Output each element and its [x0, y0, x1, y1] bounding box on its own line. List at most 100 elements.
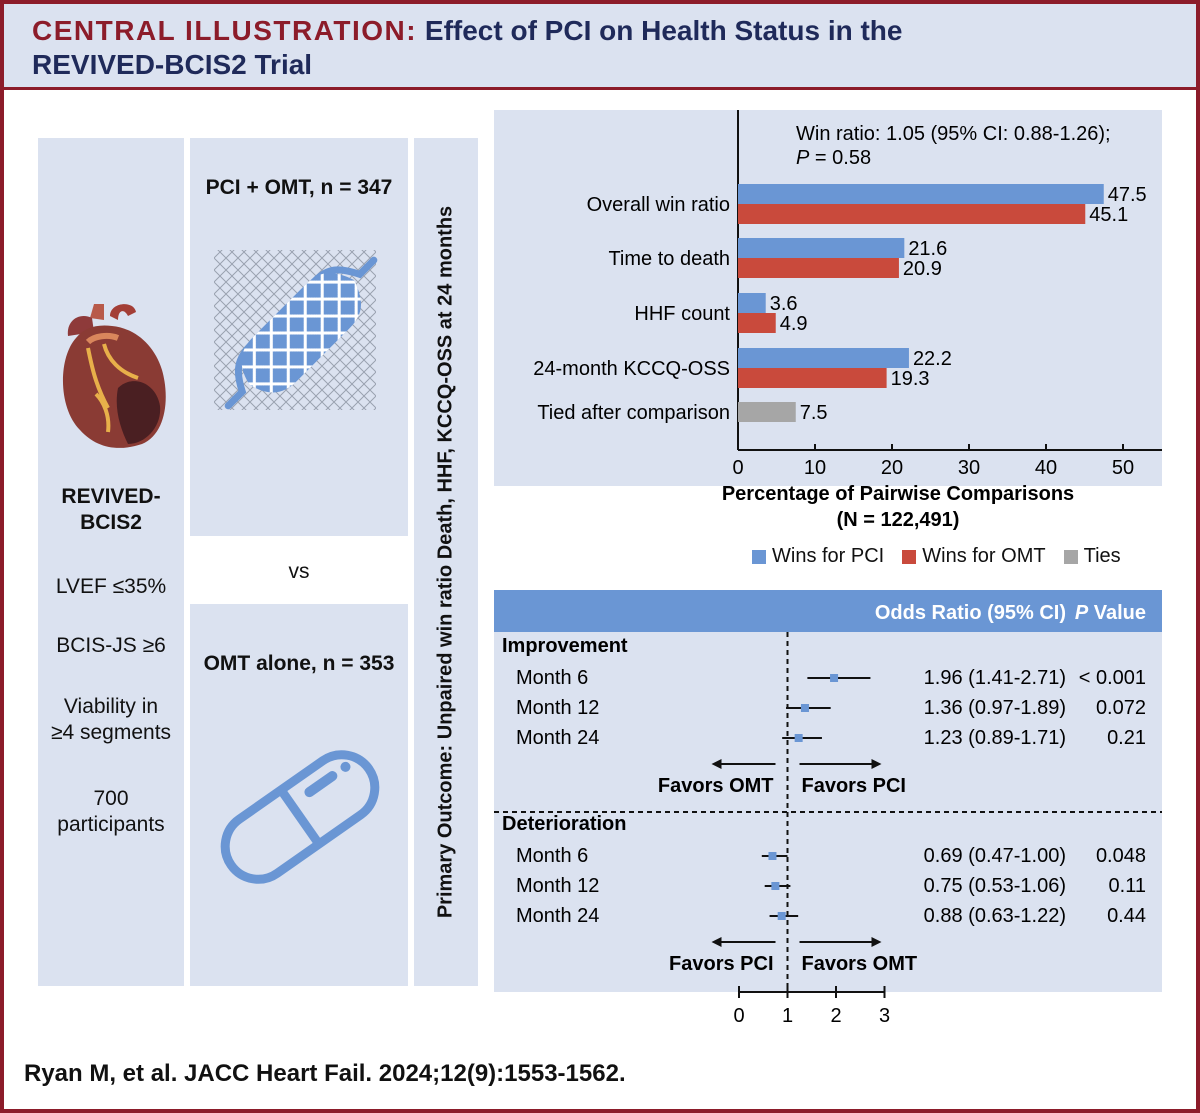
bar-value-label: 20.9	[903, 258, 942, 280]
bar-value-label: 3.6	[770, 293, 798, 315]
p-value: 0.048	[1096, 845, 1146, 867]
bar	[738, 293, 766, 313]
row-label: Month 12	[516, 697, 599, 719]
trial-panel	[38, 138, 184, 986]
favors-left-label: Favors OMT	[658, 775, 774, 797]
heart-icon	[62, 304, 166, 448]
favors-left-label: Favors PCI	[669, 953, 773, 975]
bar	[738, 348, 909, 368]
bar-value-label: 19.3	[891, 368, 930, 390]
x-tick-label: 0	[732, 457, 743, 479]
forest-x-tick-label: 1	[782, 1005, 793, 1027]
bar-value-label: 4.9	[780, 313, 808, 335]
category-label: Time to death	[608, 248, 730, 270]
pill-icon	[220, 750, 380, 884]
title-line-1: CENTRAL ILLUSTRATION: Effect of PCI on H…	[32, 14, 1168, 48]
forest-x-tick-label: 2	[830, 1005, 841, 1027]
citation: Ryan M, et al. JACC Heart Fail. 2024;12(…	[24, 1060, 626, 1087]
row-label: Month 24	[516, 905, 599, 927]
point-estimate	[794, 734, 803, 742]
win-ratio-bar-chart: Win ratio: 1.05 (95% CI: 0.88-1.26); P =…	[533, 110, 1162, 531]
win-ratio-p-annotation: P = 0.58	[796, 147, 871, 169]
or-value: 1.36 (0.97-1.89)	[924, 697, 1066, 719]
x-tick-label: 30	[958, 457, 980, 479]
favors-right-label: Favors PCI	[802, 775, 906, 797]
category-label: Tied after comparison	[537, 402, 730, 424]
bar-value-label: 21.6	[908, 238, 947, 260]
point-estimate	[830, 674, 839, 682]
primary-outcome-label: Primary Outcome: Unpaired win ratio Deat…	[434, 205, 457, 919]
legend-label-omt: Wins for OMT	[922, 545, 1046, 567]
bar	[738, 204, 1086, 224]
outcome-panel	[414, 138, 478, 986]
x-axis-sublabel: (N = 122,491)	[837, 509, 960, 531]
p-value: 0.072	[1096, 697, 1146, 719]
legend-swatch-ties	[1063, 549, 1078, 564]
point-estimate	[768, 852, 777, 860]
point-estimate	[800, 704, 809, 712]
criterion-bcis-js: BCIS-JS ≥6	[56, 634, 166, 657]
or-value: 0.69 (0.47-1.00)	[924, 845, 1066, 867]
p-value: 0.44	[1107, 905, 1146, 927]
legend-item-pci: Wins for PCI	[752, 545, 884, 568]
bar	[738, 238, 905, 258]
odds-ratio-panel	[494, 594, 1162, 992]
win-ratio-chart-panel	[494, 110, 1162, 486]
bar	[738, 313, 776, 333]
bar-value-label: 45.1	[1089, 204, 1128, 226]
row-label: Month 24	[516, 727, 599, 749]
bar	[738, 258, 899, 278]
title-text: Effect of PCI on Health Status in the	[424, 15, 903, 46]
row-label: Month 6	[516, 845, 588, 867]
or-value: 0.75 (0.53-1.06)	[924, 875, 1066, 897]
versus-label: vs	[288, 560, 310, 583]
p-value: 0.21	[1107, 727, 1146, 749]
legend-swatch-omt	[902, 549, 917, 564]
column-header-or: Odds Ratio (95% CI)	[875, 602, 1066, 624]
favors-right-arrowhead	[871, 759, 882, 769]
title-line-2: REVIVED-BCIS2 Trial	[32, 49, 313, 80]
forest-x-tick-label: 0	[733, 1005, 744, 1027]
x-axis-label: Percentage of Pairwise Comparisons	[722, 483, 1074, 505]
legend-item-ties: Ties	[1063, 545, 1121, 568]
omt-arm-title: OMT alone, n = 353	[203, 652, 395, 675]
viability-line-1: Viability in	[63, 695, 159, 718]
stent-icon	[214, 250, 378, 410]
viability-line-2: ≥4 segments	[50, 721, 172, 744]
row-label: Month 12	[516, 875, 599, 897]
title-prefix: CENTRAL ILLUSTRATION:	[32, 15, 418, 46]
favors-left-arrowhead	[711, 759, 722, 769]
odds-ratio-forest-plot: Odds Ratio (95% CI) P Value Improvement M…	[494, 590, 1162, 1027]
chart-legend: Wins for PCI Wins for OMT Ties	[752, 545, 1121, 568]
bar	[738, 184, 1104, 204]
favors-right-label: Favors OMT	[802, 953, 918, 975]
p-value: 0.11	[1109, 875, 1146, 897]
point-estimate	[777, 912, 786, 920]
participants-label: participants	[57, 813, 165, 836]
group-label: Deterioration	[502, 813, 626, 835]
category-label: 24-month KCCQ-OSS	[533, 358, 730, 380]
win-ratio-annotation: Win ratio: 1.05 (95% CI: 0.88-1.26);	[796, 123, 1111, 145]
bar-value-label: 22.2	[913, 348, 952, 370]
x-tick-label: 50	[1112, 457, 1134, 479]
bar-value-label: 47.5	[1108, 184, 1147, 206]
trial-name-line-2: BCIS2	[80, 511, 142, 534]
point-estimate	[771, 882, 780, 890]
criterion-lvef: LVEF ≤35%	[55, 575, 167, 598]
legend-label-pci: Wins for PCI	[772, 545, 885, 567]
bar	[738, 402, 796, 422]
participants-count: 700	[93, 787, 129, 810]
legend-swatch-pci	[752, 549, 766, 564]
trial-name-line-1: REVIVED-	[61, 485, 161, 508]
forest-x-tick-label: 3	[879, 1005, 890, 1027]
category-label: Overall win ratio	[587, 194, 730, 216]
pci-arm-title: PCI + OMT, n = 347	[205, 176, 393, 199]
header: CENTRAL ILLUSTRATION: Effect of PCI on H…	[4, 4, 1196, 90]
table-header-bar	[494, 590, 1162, 632]
x-tick-label: 40	[1035, 457, 1057, 479]
category-label: HHF count	[634, 303, 730, 325]
legend-item-omt: Wins for OMT	[902, 545, 1046, 568]
bar	[738, 368, 887, 388]
row-label: Month 6	[516, 667, 588, 689]
